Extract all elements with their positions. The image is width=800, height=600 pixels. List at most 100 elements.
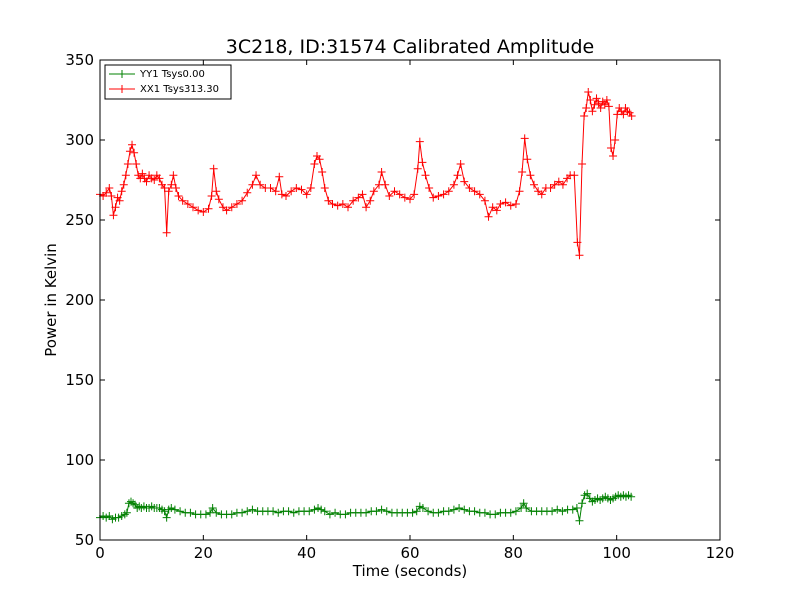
data-point [619, 110, 628, 119]
data-point [449, 505, 458, 514]
data-point [408, 508, 417, 517]
data-point [107, 192, 116, 200]
data-point [606, 144, 615, 152]
data-point [453, 171, 462, 180]
data-point [269, 507, 278, 516]
data-point [194, 206, 203, 215]
data-point [162, 513, 171, 522]
data-point [412, 507, 421, 516]
data-point [362, 203, 371, 212]
data-point [167, 180, 176, 189]
data-point [344, 203, 352, 212]
data-point [155, 174, 164, 183]
x-tick-label: 40 [297, 544, 316, 562]
data-point [600, 100, 609, 109]
data-point [292, 184, 301, 192]
data-point [434, 192, 443, 200]
data-point [102, 188, 111, 197]
data-point [570, 171, 579, 180]
data-point [248, 180, 257, 189]
data-point [170, 505, 179, 514]
data-point [105, 184, 114, 192]
data-point [212, 508, 221, 517]
data-point [578, 160, 587, 168]
data-point [421, 171, 430, 180]
data-point [449, 180, 458, 189]
data-point [238, 196, 247, 205]
data-point [315, 155, 324, 164]
data-point [328, 200, 337, 208]
x-tick-label: 60 [400, 544, 419, 562]
legend-box [104, 64, 232, 100]
data-point [302, 190, 311, 199]
data-point [520, 134, 529, 143]
x-tick-label: 20 [194, 544, 213, 562]
data-point [358, 190, 367, 199]
data-point [444, 187, 453, 196]
data-point [248, 505, 257, 514]
data-point [113, 193, 122, 202]
data-point [385, 192, 394, 200]
data-point [306, 184, 315, 192]
data-point [169, 171, 178, 180]
data-point [568, 505, 577, 514]
data-point [277, 190, 286, 199]
data-point [550, 180, 559, 189]
data-point [586, 96, 595, 104]
data-point [310, 505, 319, 514]
x-axis-label: Time (seconds) [352, 562, 468, 580]
legend: YY1 Tsys0.00 XX1 Tsys313.30 [104, 64, 232, 100]
data-point [275, 172, 284, 181]
data-point [123, 160, 132, 168]
data-point [238, 508, 247, 517]
data-point [377, 168, 386, 176]
data-point [131, 500, 140, 509]
data-point [604, 102, 613, 111]
data-point [590, 100, 599, 109]
data-point [218, 203, 227, 212]
data-point [117, 187, 126, 196]
data-point [537, 190, 546, 199]
data-point [271, 187, 280, 196]
y-tick-label: 150 [65, 371, 94, 389]
data-point [594, 99, 603, 108]
series-layer [96, 88, 636, 525]
data-point [127, 497, 135, 506]
data-point [325, 510, 334, 519]
data-point [189, 203, 197, 212]
data-point [142, 177, 151, 186]
data-point [400, 193, 409, 202]
data-point [558, 507, 567, 516]
x-tick-label: 120 [706, 544, 735, 562]
data-point [338, 200, 347, 208]
y-tick-label: 100 [65, 451, 94, 469]
data-point [297, 185, 306, 194]
data-point [209, 164, 218, 173]
chart-title: 3C218, ID:31574 Calibrated Amplitude [226, 36, 594, 58]
data-point [395, 190, 404, 199]
data-point [496, 200, 505, 208]
data-point [199, 208, 208, 216]
legend-label-xx1: XX1 Tsys313.30 [140, 84, 219, 95]
data-point [167, 504, 176, 512]
data-point [548, 507, 557, 516]
data-point [583, 489, 592, 498]
data-point [596, 104, 605, 112]
data-point [201, 510, 210, 519]
data-point [460, 177, 469, 186]
data-point [252, 171, 261, 180]
data-point [282, 192, 290, 200]
data-point [354, 193, 363, 202]
data-point [424, 507, 433, 516]
data-point [506, 508, 515, 517]
data-point [333, 201, 342, 210]
data-point [627, 492, 636, 501]
data-point [573, 238, 582, 247]
data-point [501, 198, 510, 207]
legend-entry-xx1: XX1 Tsys313.30 [109, 84, 219, 95]
data-point [227, 510, 236, 519]
data-point [128, 140, 137, 149]
data-point [492, 206, 501, 215]
legend-entry-yy1: YY1 Tsys0.00 [109, 69, 205, 80]
